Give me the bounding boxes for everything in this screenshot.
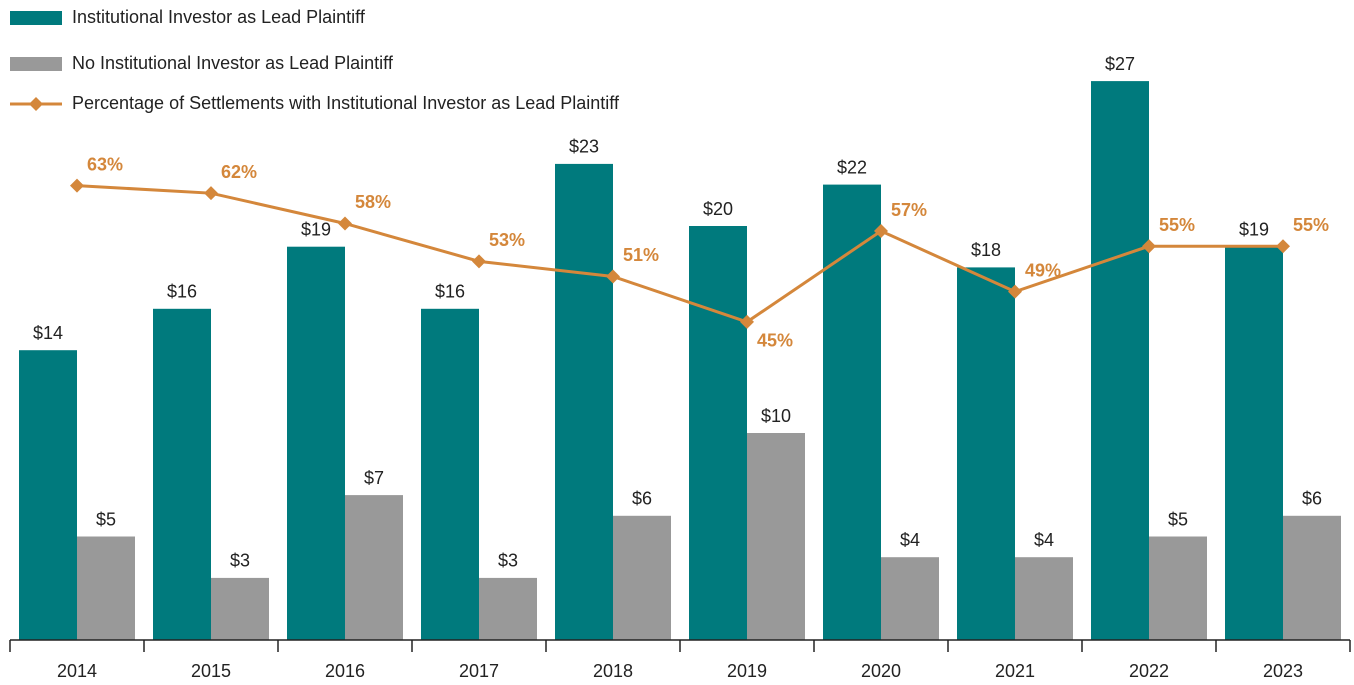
x-tick-label: 2020: [861, 661, 901, 681]
bar: [957, 267, 1015, 640]
bar: [1149, 536, 1207, 640]
line-label: 58%: [355, 192, 391, 212]
line-marker: [1008, 284, 1022, 299]
data-label: $14: [33, 323, 63, 343]
data-label: $19: [301, 219, 331, 239]
bar: [1283, 515, 1341, 640]
line-marker: [1276, 239, 1290, 254]
data-label: $27: [1105, 54, 1135, 74]
x-tick-label: 2015: [191, 661, 231, 681]
data-label: $3: [230, 551, 250, 571]
bar: [823, 184, 881, 640]
bar: [421, 308, 479, 640]
bar: [19, 350, 77, 640]
line-label: 57%: [891, 200, 927, 220]
x-tick-label: 2023: [1263, 661, 1303, 681]
line-label: 63%: [87, 154, 123, 174]
x-tick-label: 2021: [995, 661, 1035, 681]
bar: [77, 536, 135, 640]
data-label: $3: [498, 551, 518, 571]
bar: [747, 433, 805, 640]
data-label: $4: [900, 530, 920, 550]
legend-label: Institutional Investor as Lead Plaintiff: [72, 7, 366, 27]
x-tick-label: 2017: [459, 661, 499, 681]
line-marker: [70, 178, 84, 193]
legend-swatch: [10, 11, 62, 25]
data-label: $16: [167, 282, 197, 302]
data-label: $5: [96, 509, 116, 529]
line-label: 62%: [221, 162, 257, 182]
bar: [1091, 81, 1149, 641]
data-label: $6: [1302, 489, 1322, 509]
bar: [555, 163, 613, 640]
bar: [153, 308, 211, 640]
data-label: $4: [1034, 530, 1054, 550]
line-label: 49%: [1025, 260, 1061, 280]
data-label: $6: [632, 489, 652, 509]
x-tick-label: 2022: [1129, 661, 1169, 681]
x-tick-label: 2016: [325, 661, 365, 681]
legend-label: Percentage of Settlements with Instituti…: [72, 93, 620, 113]
legend-swatch: [10, 57, 62, 71]
bar: [1015, 557, 1073, 640]
x-tick-label: 2019: [727, 661, 767, 681]
line-marker: [740, 314, 754, 329]
line-label: 55%: [1293, 215, 1329, 235]
data-label: $5: [1168, 509, 1188, 529]
bar: [689, 226, 747, 640]
x-tick-label: 2018: [593, 661, 633, 681]
line-marker: [874, 224, 888, 239]
legend-label: No Institutional Investor as Lead Plaint…: [72, 53, 394, 73]
data-label: $7: [364, 468, 384, 488]
bar: [479, 577, 537, 640]
line: [76, 184, 1283, 324]
line-label: 45%: [757, 331, 793, 351]
bar: [881, 557, 939, 640]
bar: [211, 577, 269, 640]
bar: [345, 495, 403, 640]
line-marker: [606, 269, 620, 284]
x-tick-label: 2014: [57, 661, 97, 681]
line-marker: [338, 216, 352, 231]
line-marker: [1142, 239, 1156, 254]
legend-swatch: [29, 97, 43, 111]
line-label: 55%: [1159, 215, 1195, 235]
bar: [613, 515, 671, 640]
bar: [287, 246, 345, 640]
data-label: $23: [569, 137, 599, 157]
data-label: $20: [703, 199, 733, 219]
line-label: 53%: [489, 230, 525, 250]
line-label: 51%: [623, 245, 659, 265]
bar: [1225, 246, 1283, 640]
line-marker: [472, 254, 486, 269]
line-marker: [204, 186, 218, 201]
data-label: $18: [971, 240, 1001, 260]
data-label: $22: [837, 157, 867, 177]
data-label: $19: [1239, 219, 1269, 239]
data-label: $16: [435, 282, 465, 302]
data-label: $10: [761, 406, 791, 426]
